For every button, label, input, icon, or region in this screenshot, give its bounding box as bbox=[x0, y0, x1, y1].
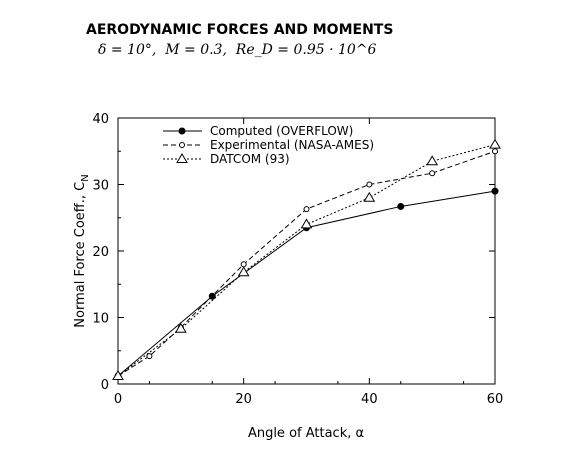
data-point bbox=[174, 322, 187, 333]
data-point bbox=[112, 370, 124, 381]
data-point bbox=[429, 170, 436, 177]
ticks-group: 0 20 40 60 0 10 20 30 40 bbox=[92, 112, 503, 407]
series-line bbox=[117, 150, 496, 377]
y-tick-label: 30 bbox=[92, 179, 109, 194]
x-tick-label: 40 bbox=[361, 392, 378, 407]
series-layer bbox=[112, 138, 501, 381]
plot-frame bbox=[117, 117, 496, 385]
legend-entry-2: DATCOM (93) bbox=[163, 152, 290, 166]
data-point bbox=[491, 187, 499, 195]
legend-marker bbox=[178, 127, 186, 135]
legend-label: Computed (OVERFLOW) bbox=[210, 124, 353, 138]
chart-subtitle: δ = 10°, M = 0.3, Re_D = 0.95 · 10^6 bbox=[98, 42, 377, 58]
chart-title: AERODYNAMIC FORCES AND MOMENTS bbox=[86, 22, 394, 38]
y-tick-label: 20 bbox=[92, 245, 109, 260]
data-point bbox=[240, 261, 247, 268]
data-point bbox=[426, 155, 439, 166]
legend-entry-0: Computed (OVERFLOW) bbox=[163, 124, 353, 138]
x-tick-label: 0 bbox=[114, 392, 122, 407]
data-point bbox=[492, 148, 498, 155]
data-point bbox=[366, 181, 373, 188]
data-point bbox=[363, 191, 376, 202]
legend-entry-1: Experimental (NASA-AMES) bbox=[163, 138, 374, 152]
x-tick-label: 20 bbox=[235, 392, 252, 407]
legend-label: DATCOM (93) bbox=[210, 152, 290, 166]
series-2 bbox=[112, 138, 501, 381]
y-axis-label-main: Normal Force Coeff., C bbox=[73, 182, 88, 328]
data-point bbox=[300, 218, 313, 229]
legend-label: Experimental (NASA-AMES) bbox=[210, 138, 374, 152]
legend: Computed (OVERFLOW)Experimental (NASA-AM… bbox=[163, 124, 374, 166]
y-axis-label: Normal Force Coeff., CN bbox=[73, 174, 91, 327]
series-line bbox=[117, 144, 496, 377]
series-1 bbox=[115, 148, 498, 380]
y-tick-label: 0 bbox=[101, 378, 109, 393]
x-tick-label: 60 bbox=[487, 392, 504, 407]
series-0 bbox=[114, 187, 499, 380]
x-axis-label: Angle of Attack, α bbox=[248, 426, 364, 441]
legend-marker bbox=[179, 142, 185, 148]
y-tick-label: 40 bbox=[92, 112, 109, 127]
data-point bbox=[237, 266, 250, 277]
data-point bbox=[397, 202, 405, 210]
legend-marker bbox=[176, 153, 188, 163]
data-point bbox=[303, 206, 310, 213]
y-tick-label: 10 bbox=[92, 312, 109, 327]
data-point bbox=[489, 138, 501, 149]
y-axis-label-subscript: N bbox=[80, 174, 91, 181]
data-point bbox=[146, 353, 153, 360]
